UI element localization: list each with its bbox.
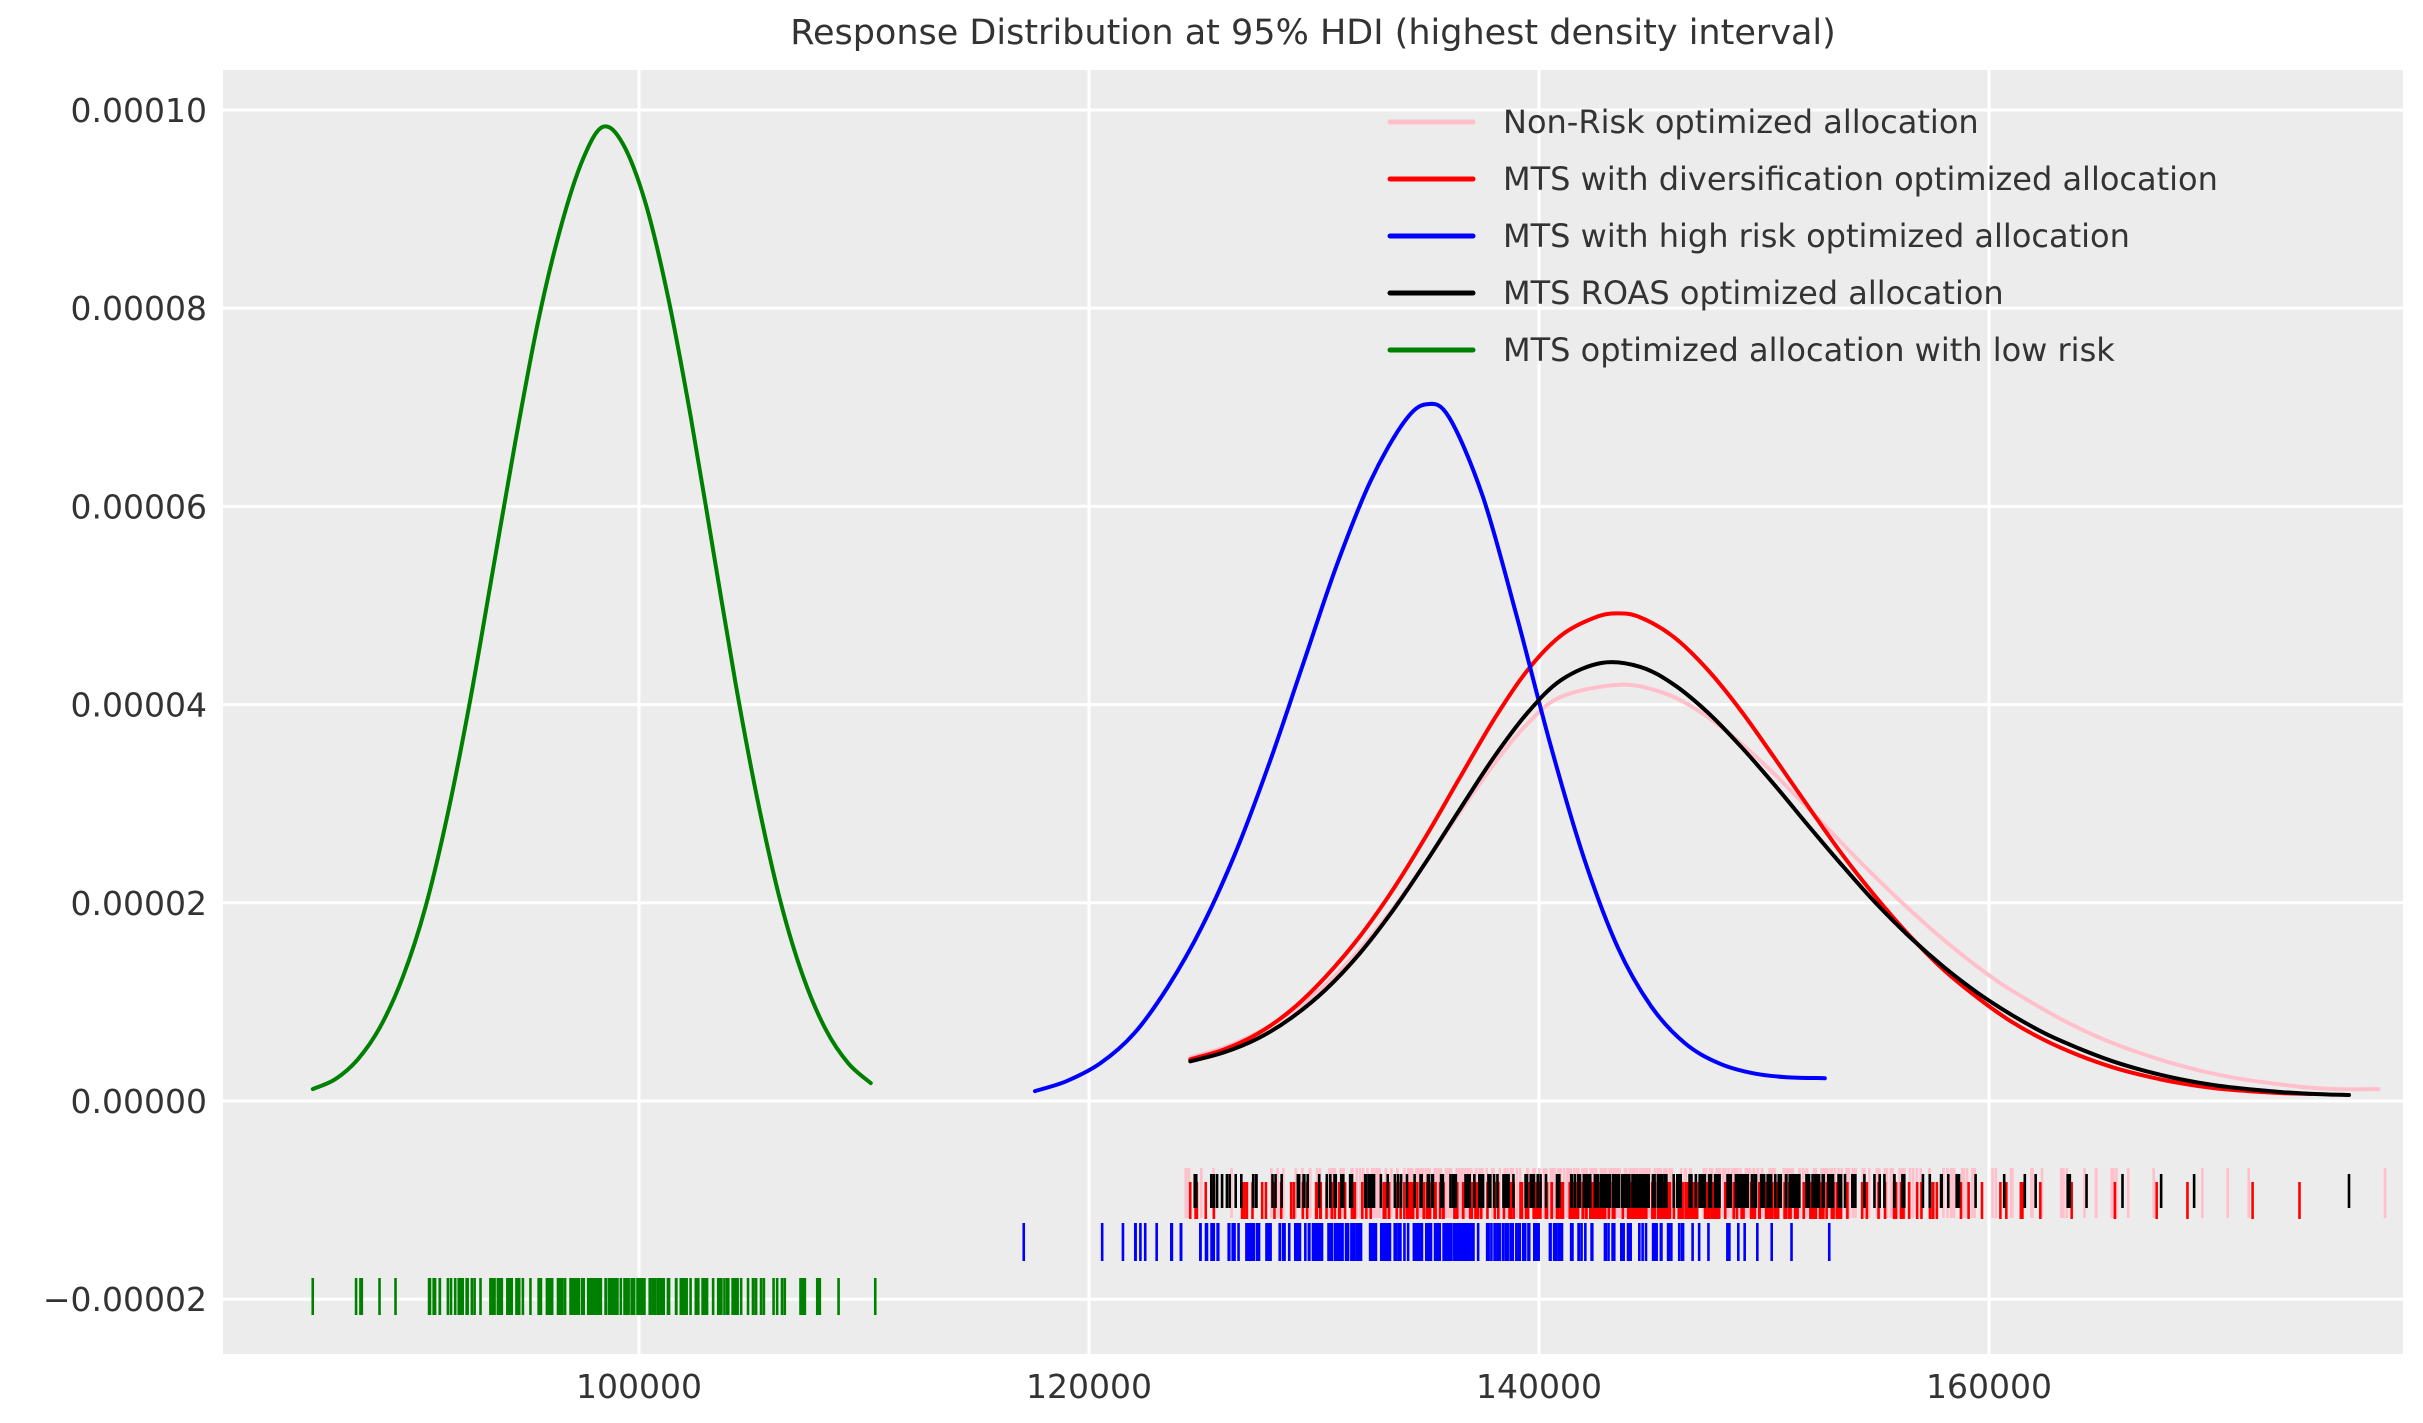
legend-item: Non-Risk optimized allocation [1387,103,1979,141]
y-tick-label: 0.00010 [71,91,207,130]
y-axis-tick-labels: 0.00010 0.00008 0.00006 0.00004 0.00002 0.000… [43,91,207,1319]
y-tick-label: 0.00008 [71,289,207,328]
legend-item: MTS with diversification optimized alloc… [1387,160,2218,198]
density-curve-2 [1188,611,2313,1096]
legend: Non-Risk optimized allocation MTS with di… [1387,103,2218,369]
density-curve-4 [1188,660,2351,1097]
y-tick-label: 0.00002 [71,884,207,923]
plot-area [223,70,2403,1354]
y-tick-label: 0.00000 [71,1082,207,1121]
legend-item: MTS optimized allocation with low risk [1387,331,2115,369]
legend-item: MTS ROAS optimized allocation [1387,274,2004,312]
legend-label: MTS with diversification optimized alloc… [1503,160,2218,198]
x-tick-label: 140000 [1476,1367,1602,1406]
x-axis-tick-labels: 100000 120000 140000 160000 [576,1367,2052,1406]
rug-series-4 [1193,1174,2351,1208]
legend-label: MTS optimized allocation with low risk [1503,331,2115,369]
density-curves [310,124,2381,1097]
legend-label: MTS ROAS optimized allocation [1503,274,2004,312]
legend-label: Non-Risk optimized allocation [1503,103,1979,141]
rug-series-5 [311,1278,877,1315]
legend-item: MTS with high risk optimized allocation [1387,217,2130,255]
density-curve-3 [1033,401,1827,1094]
chart-title: Response Distribution at 95% HDI (highes… [790,13,1836,53]
rug-series-3 [1022,1223,1831,1261]
y-tick-label: 0.00004 [71,686,207,725]
x-tick-label: 100000 [576,1367,702,1406]
y-tick-label: 0.00006 [71,487,207,526]
x-tick-label: 120000 [1026,1367,1152,1406]
rug-plots [311,1168,2387,1315]
legend-label: MTS with high risk optimized allocation [1503,217,2130,255]
x-tick-label: 160000 [1926,1367,2052,1406]
density-curve-5 [310,124,873,1092]
y-tick-label: −0.00002 [43,1280,207,1319]
